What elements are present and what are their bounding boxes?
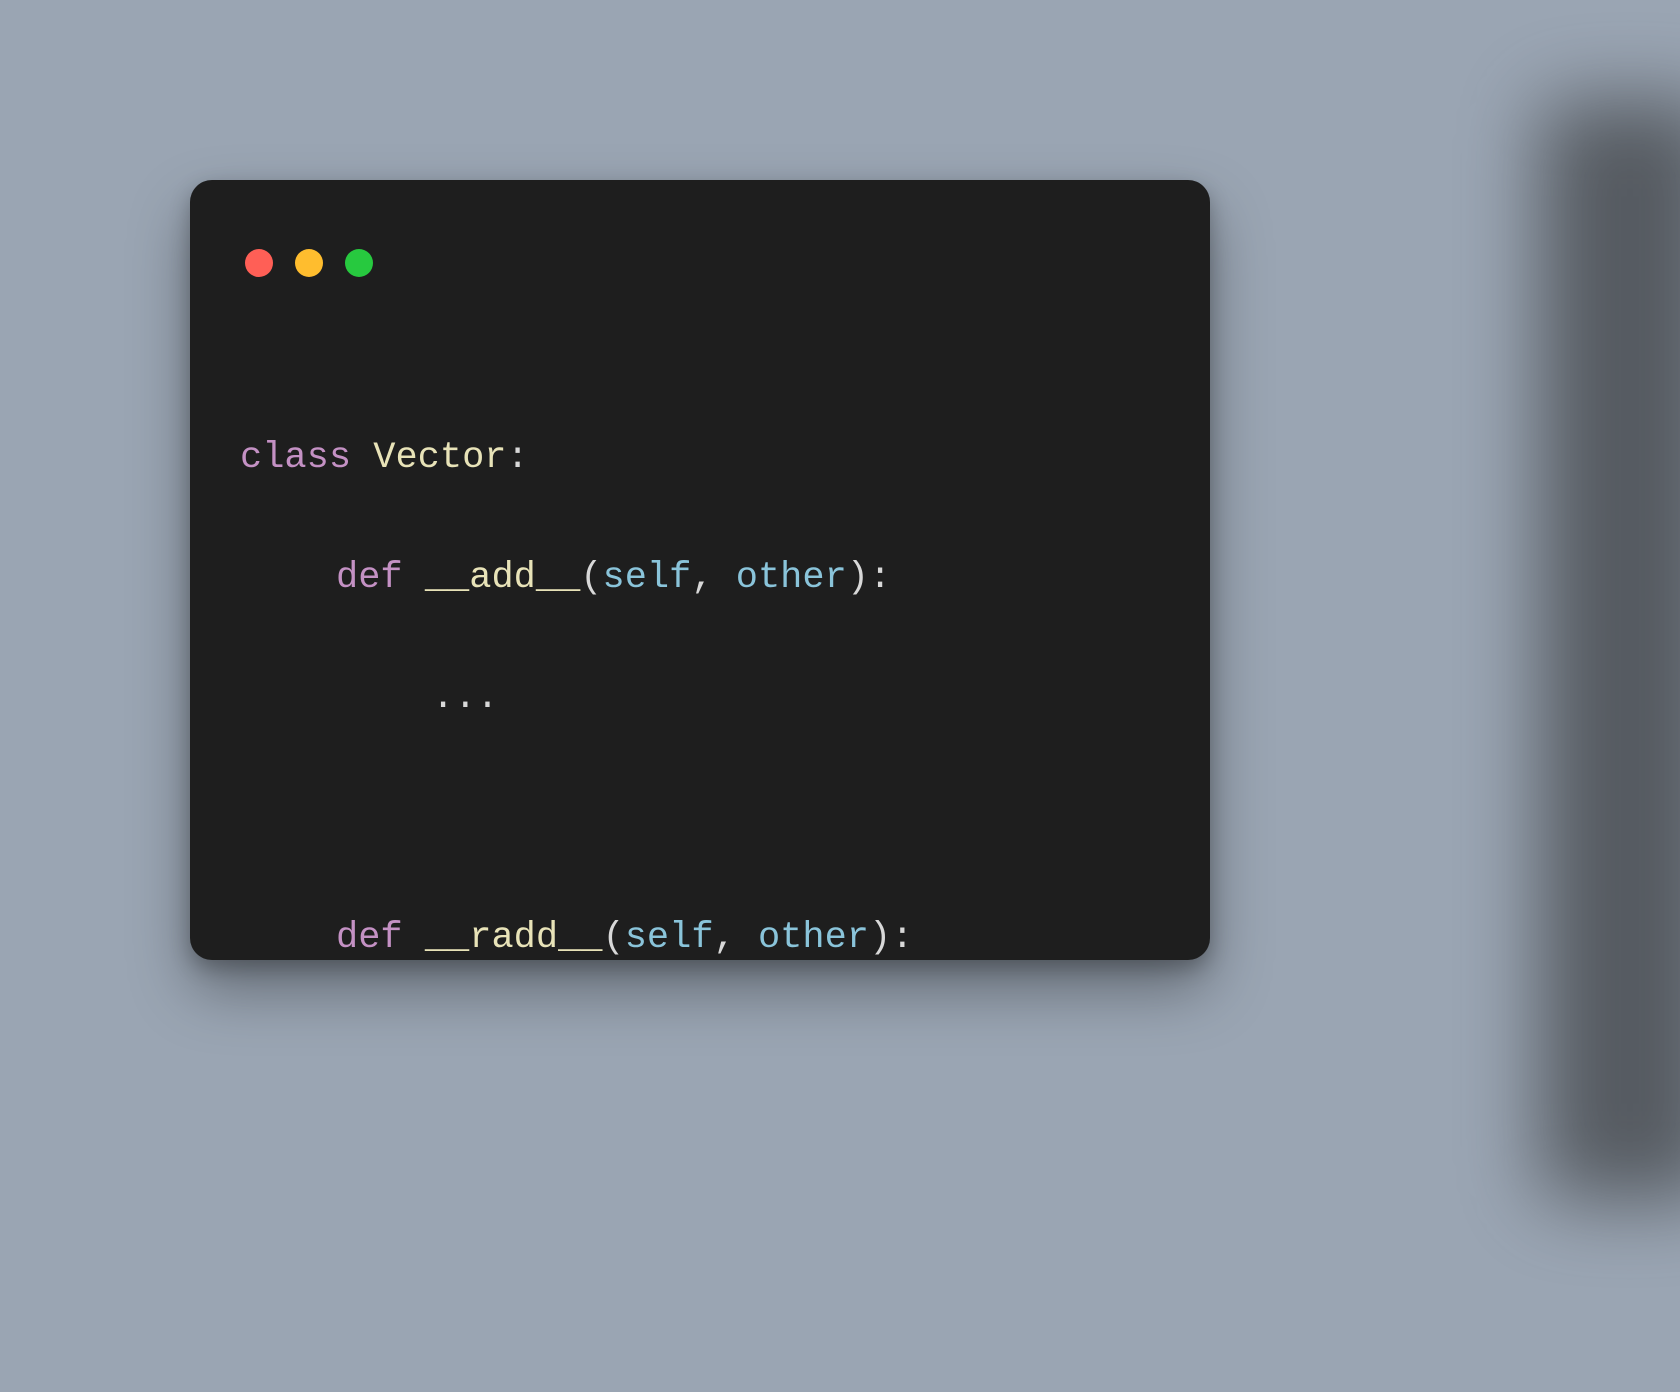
keyword-def: def <box>336 917 403 959</box>
arg-self: self <box>625 917 714 959</box>
code-line-def-1: def __radd__(self, other): <box>240 908 1160 960</box>
method-name-0: __add__ <box>425 557 580 599</box>
arg-other: other <box>758 917 869 959</box>
code-line-class: class Vector: <box>240 428 1160 488</box>
arg-self: self <box>603 557 692 599</box>
adjacent-window-shadow <box>1540 100 1680 1200</box>
close-paren-colon: ): <box>847 557 891 599</box>
comma: , <box>691 557 735 599</box>
code-line-body-0: ... <box>240 668 1160 728</box>
close-paren-colon: ): <box>869 917 913 959</box>
window-titlebar <box>190 180 1210 308</box>
close-icon[interactable] <box>245 249 273 277</box>
code-editor-content: class Vector: def __add__(self, other): … <box>190 308 1210 960</box>
method-name-1: __radd__ <box>425 917 603 959</box>
blank-line <box>240 788 1160 848</box>
zoom-icon[interactable] <box>345 249 373 277</box>
open-paren: ( <box>580 557 602 599</box>
minimize-icon[interactable] <box>295 249 323 277</box>
code-window: class Vector: def __add__(self, other): … <box>190 180 1210 960</box>
keyword-def: def <box>336 557 403 599</box>
keyword-class: class <box>240 437 351 479</box>
comma: , <box>714 917 758 959</box>
arg-other: other <box>736 557 847 599</box>
ellipsis: ... <box>432 677 499 719</box>
class-name: Vector <box>373 437 506 479</box>
code-line-def-0: def __add__(self, other): <box>240 548 1160 608</box>
colon: : <box>506 437 528 479</box>
open-paren: ( <box>602 917 624 959</box>
